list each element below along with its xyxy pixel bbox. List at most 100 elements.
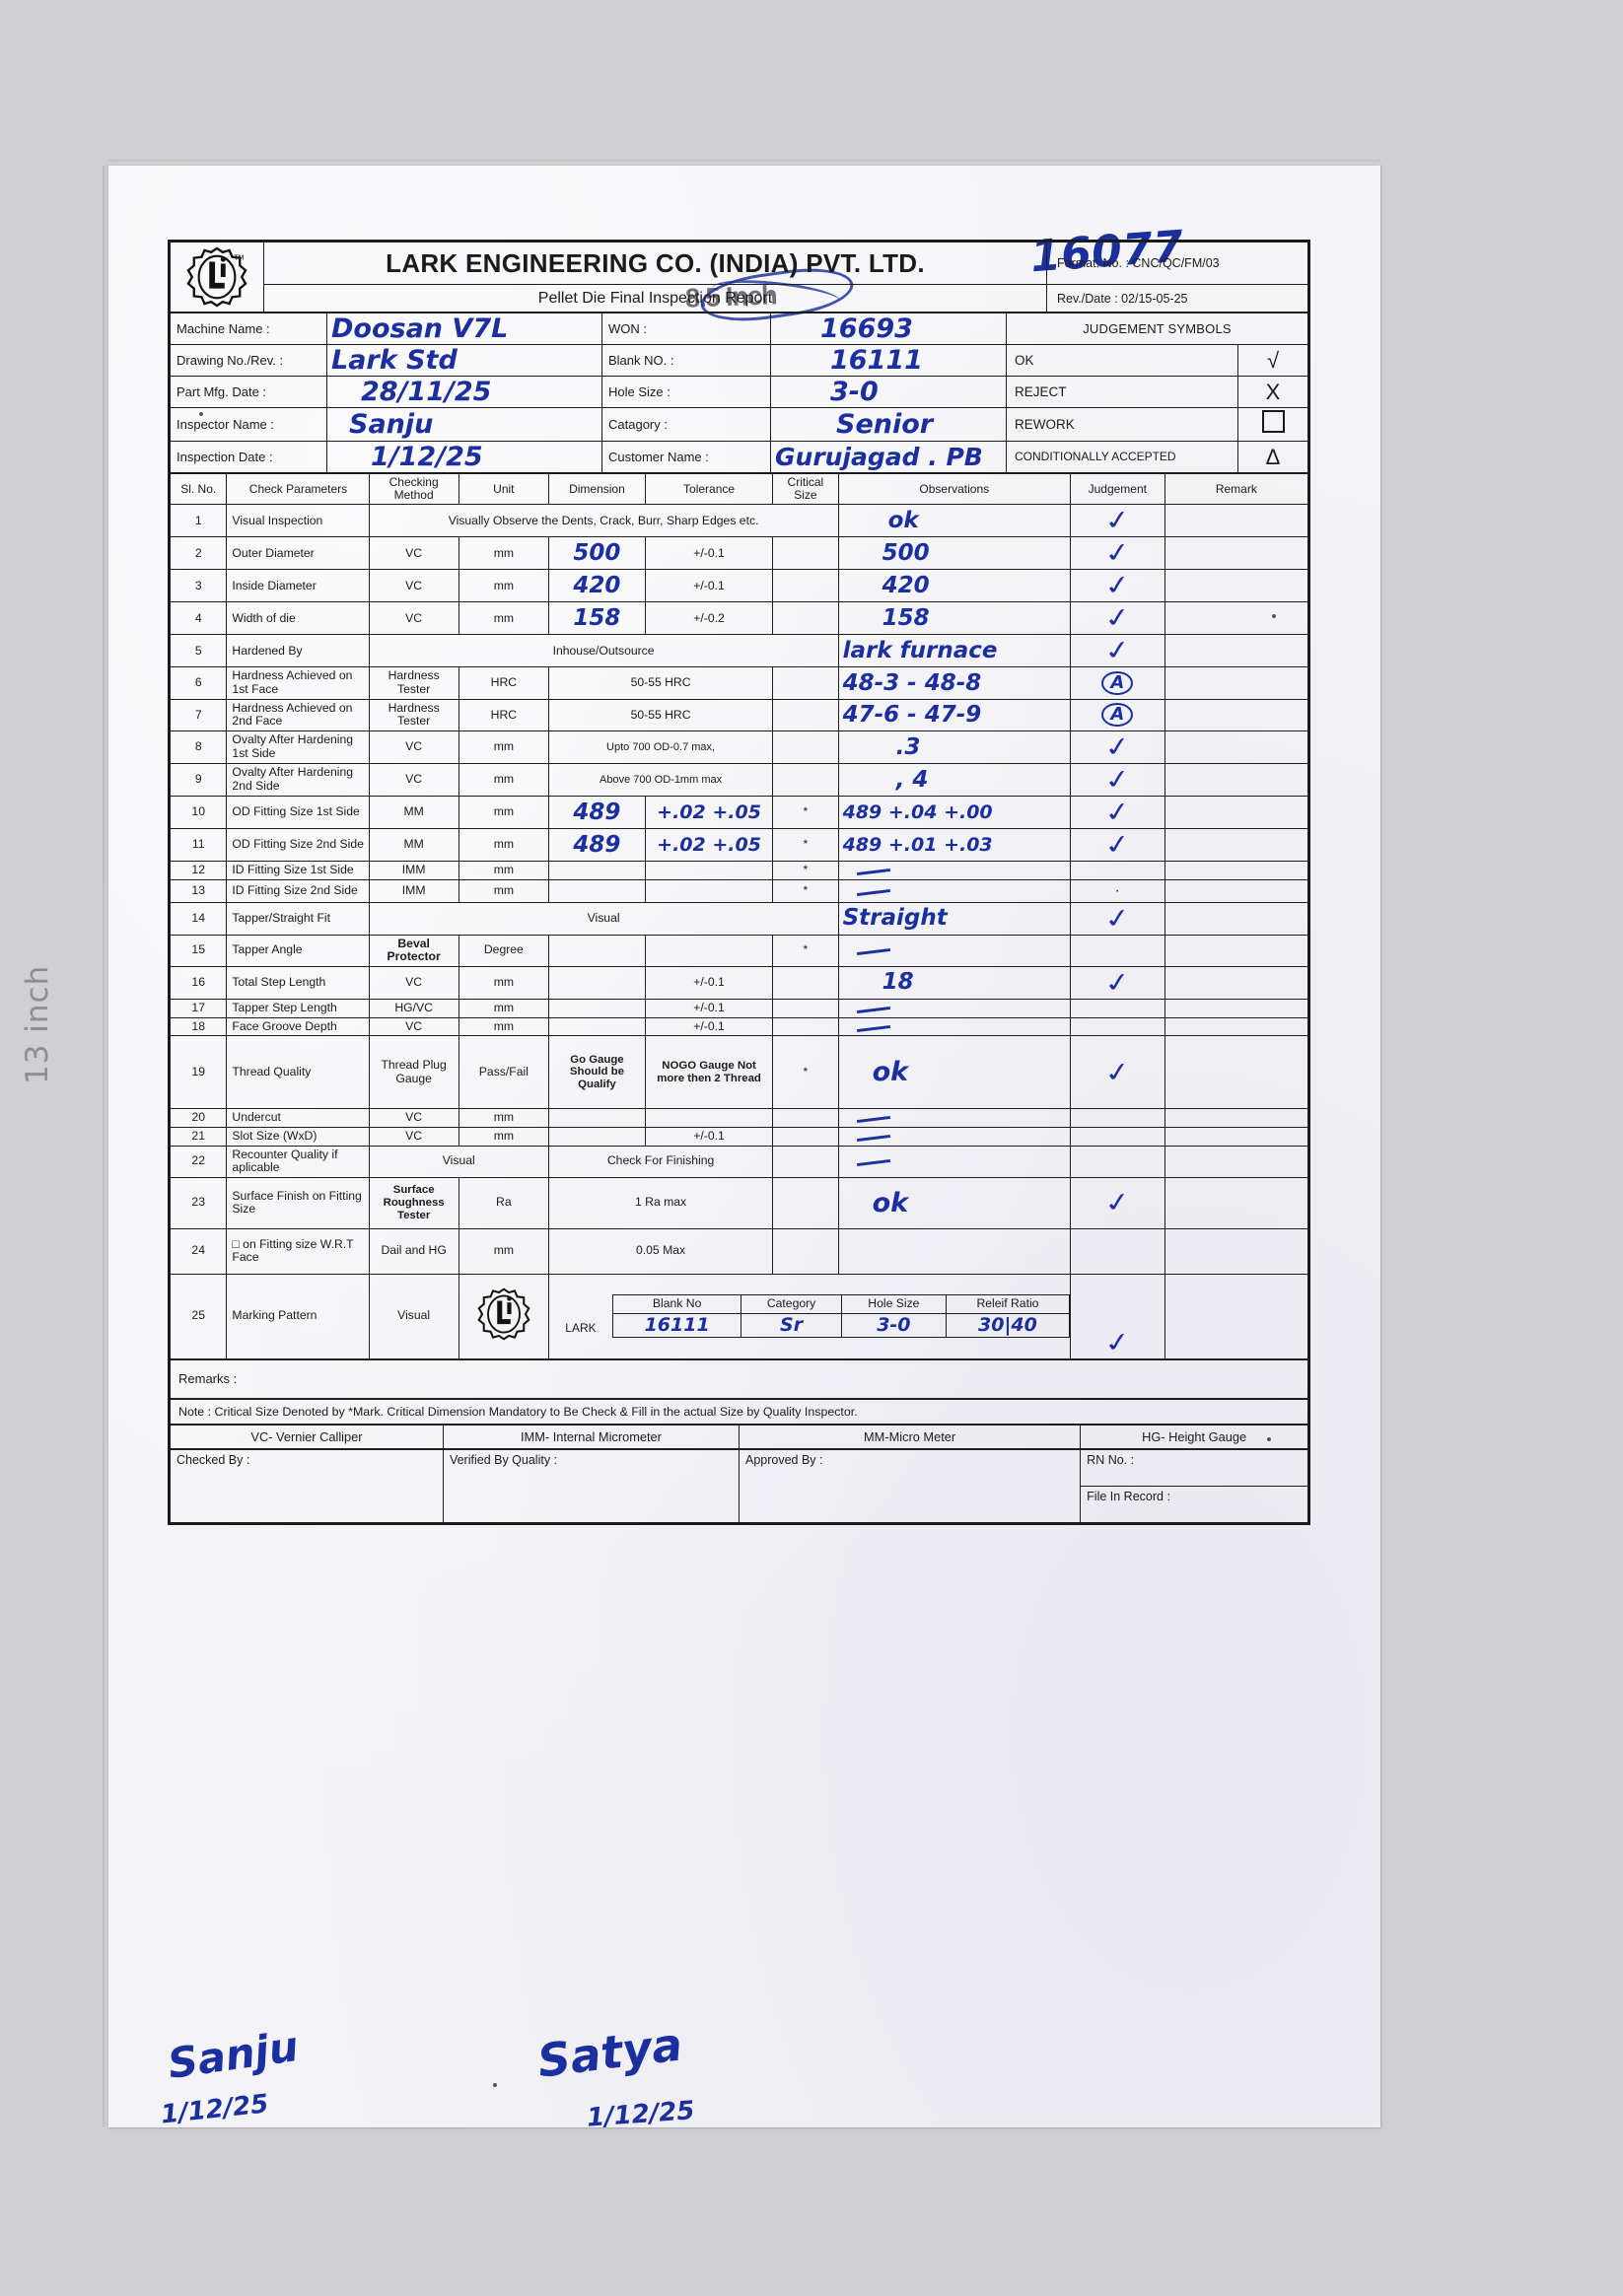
remarks-label[interactable]: Remarks :	[170, 1358, 1308, 1399]
cell-remark[interactable]	[1164, 569, 1309, 603]
value-inspector-name[interactable]: Sanju	[326, 407, 602, 442]
cell-dimension[interactable]	[547, 861, 646, 880]
cell-dimension[interactable]: 500	[547, 536, 646, 571]
cell-observation[interactable]: ok	[837, 504, 1071, 538]
cell-remark[interactable]	[1164, 666, 1309, 700]
cell-tolerance[interactable]	[644, 861, 774, 880]
cell-dimension[interactable]: 489	[547, 828, 646, 862]
cell-remark[interactable]	[1164, 698, 1309, 732]
cell-observation[interactable]: Straight	[837, 901, 1071, 936]
cell-judgement[interactable]: ✓	[1069, 536, 1165, 571]
cell-judgement[interactable]: A	[1069, 666, 1165, 700]
cell-remark[interactable]	[1164, 634, 1309, 668]
cell-judgement[interactable]: ✓	[1069, 965, 1165, 1000]
cell-observation[interactable]: lark furnace	[837, 634, 1071, 668]
cell-judgement[interactable]: ✓	[1069, 1035, 1165, 1110]
value-blank-no[interactable]: 16111	[770, 344, 1007, 377]
sign-verified-by-quality[interactable]: Verified By Quality :	[442, 1448, 740, 1523]
cell-dimension[interactable]	[547, 1126, 646, 1147]
value-won[interactable]: 16693	[770, 313, 1007, 345]
cell-remark[interactable]	[1164, 731, 1309, 764]
value-part-mfg-date[interactable]: 28/11/25	[326, 376, 602, 408]
cell-observation[interactable]	[837, 1016, 1071, 1037]
sign-file-in-record[interactable]: File In Record :	[1080, 1485, 1308, 1523]
cell-observation[interactable]: 18	[837, 965, 1071, 1000]
cell-remark[interactable]	[1164, 796, 1309, 829]
cell-dimension[interactable]: 489	[547, 796, 646, 829]
cell-observation[interactable]	[837, 1145, 1071, 1178]
cell-observation[interactable]	[837, 934, 1071, 967]
cell-judgement[interactable]: ·	[1069, 878, 1165, 903]
cell-judgement[interactable]: ✓	[1069, 569, 1165, 603]
marking-value-category[interactable]: Sr	[741, 1313, 842, 1339]
cell-observation[interactable]: 158	[837, 601, 1071, 636]
cell-remark[interactable]	[1164, 1176, 1309, 1229]
cell-judgement[interactable]: ✓	[1069, 601, 1165, 636]
cell-judgement[interactable]: ✓	[1069, 901, 1165, 936]
cell-observation[interactable]	[837, 1227, 1071, 1275]
cell-judgement[interactable]	[1069, 861, 1165, 880]
cell-remark[interactable]	[1164, 1016, 1309, 1037]
cell-tolerance[interactable]	[644, 1108, 774, 1128]
sign-rn-no[interactable]: RN No. :	[1080, 1448, 1308, 1487]
cell-dimension[interactable]: 158	[547, 601, 646, 636]
cell-dimension[interactable]	[547, 965, 646, 1000]
cell-observation[interactable]: 47-6 - 47-9	[837, 698, 1071, 732]
cell-judgement[interactable]	[1069, 1227, 1165, 1275]
marking-value-blank-no[interactable]: 16111	[611, 1313, 742, 1339]
cell-observation[interactable]: 489 +.01 +.03	[837, 828, 1071, 862]
cell-remark[interactable]	[1164, 763, 1309, 797]
cell-tolerance[interactable]: +.02 +.05	[644, 828, 774, 862]
cell-remark[interactable]	[1164, 1035, 1309, 1110]
cell-tolerance[interactable]: +.02 +.05	[644, 796, 774, 829]
cell-observation[interactable]: 489 +.04 +.00	[837, 796, 1071, 829]
cell-observation[interactable]	[837, 1126, 1071, 1147]
value-hole-size[interactable]: 3-0	[770, 376, 1007, 408]
value-category[interactable]: Senior	[770, 407, 1007, 442]
cell-judgement[interactable]	[1069, 1126, 1165, 1147]
sign-approved-by[interactable]: Approved By :	[738, 1448, 1082, 1523]
value-customer-name[interactable]: Gurujagad . PB	[770, 441, 1007, 473]
cell-remark[interactable]	[1164, 1273, 1309, 1359]
cell-dimension[interactable]	[547, 998, 646, 1018]
cell-judgement[interactable]: ✓	[1069, 762, 1165, 797]
cell-remark[interactable]	[1164, 1108, 1309, 1128]
sign-checked-by[interactable]: Checked By :	[170, 1448, 444, 1523]
cell-observation[interactable]: 48-3 - 48-8	[837, 666, 1071, 700]
cell-remark[interactable]	[1164, 965, 1309, 1000]
cell-observation[interactable]	[837, 878, 1071, 903]
cell-judgement[interactable]	[1069, 998, 1165, 1018]
cell-tolerance[interactable]	[644, 934, 774, 967]
cell-judgement[interactable]: ✓	[1069, 730, 1165, 764]
cell-remark[interactable]	[1164, 536, 1309, 571]
cell-judgement[interactable]: ✓	[1069, 1273, 1165, 1359]
cell-remark[interactable]	[1164, 878, 1309, 903]
cell-observation[interactable]	[837, 998, 1071, 1018]
cell-judgement[interactable]	[1069, 1108, 1165, 1128]
value-inspection-date[interactable]: 1/12/25	[326, 441, 602, 473]
cell-remark[interactable]	[1164, 861, 1309, 880]
cell-judgement[interactable]	[1069, 934, 1165, 967]
cell-judgement[interactable]: ✓	[1069, 827, 1165, 862]
cell-judgement[interactable]: A	[1069, 698, 1165, 732]
marking-value-releif-ratio[interactable]: 30|40	[945, 1313, 1070, 1339]
cell-observation[interactable]: ok	[837, 1035, 1071, 1110]
cell-dimension[interactable]	[547, 1108, 646, 1128]
cell-remark[interactable]	[1164, 934, 1309, 967]
cell-remark[interactable]	[1164, 828, 1309, 862]
cell-observation[interactable]: .3	[837, 731, 1071, 764]
value-machine-name[interactable]: Doosan V7L	[326, 313, 602, 345]
cell-dimension[interactable]	[547, 878, 646, 903]
cell-judgement[interactable]: ✓	[1069, 795, 1165, 829]
cell-dimension[interactable]	[547, 934, 646, 967]
cell-judgement[interactable]: ✓	[1069, 634, 1165, 668]
cell-judgement[interactable]	[1069, 1016, 1165, 1037]
marking-value-hole-size[interactable]: 3-0	[840, 1313, 947, 1339]
cell-remark[interactable]	[1164, 901, 1309, 936]
cell-remark[interactable]	[1164, 504, 1309, 538]
cell-tolerance[interactable]	[644, 878, 774, 903]
cell-dimension[interactable]	[547, 1016, 646, 1037]
cell-observation[interactable]: 500	[837, 536, 1071, 571]
cell-observation[interactable]	[837, 1108, 1071, 1128]
cell-judgement[interactable]: ✓	[1069, 504, 1165, 538]
